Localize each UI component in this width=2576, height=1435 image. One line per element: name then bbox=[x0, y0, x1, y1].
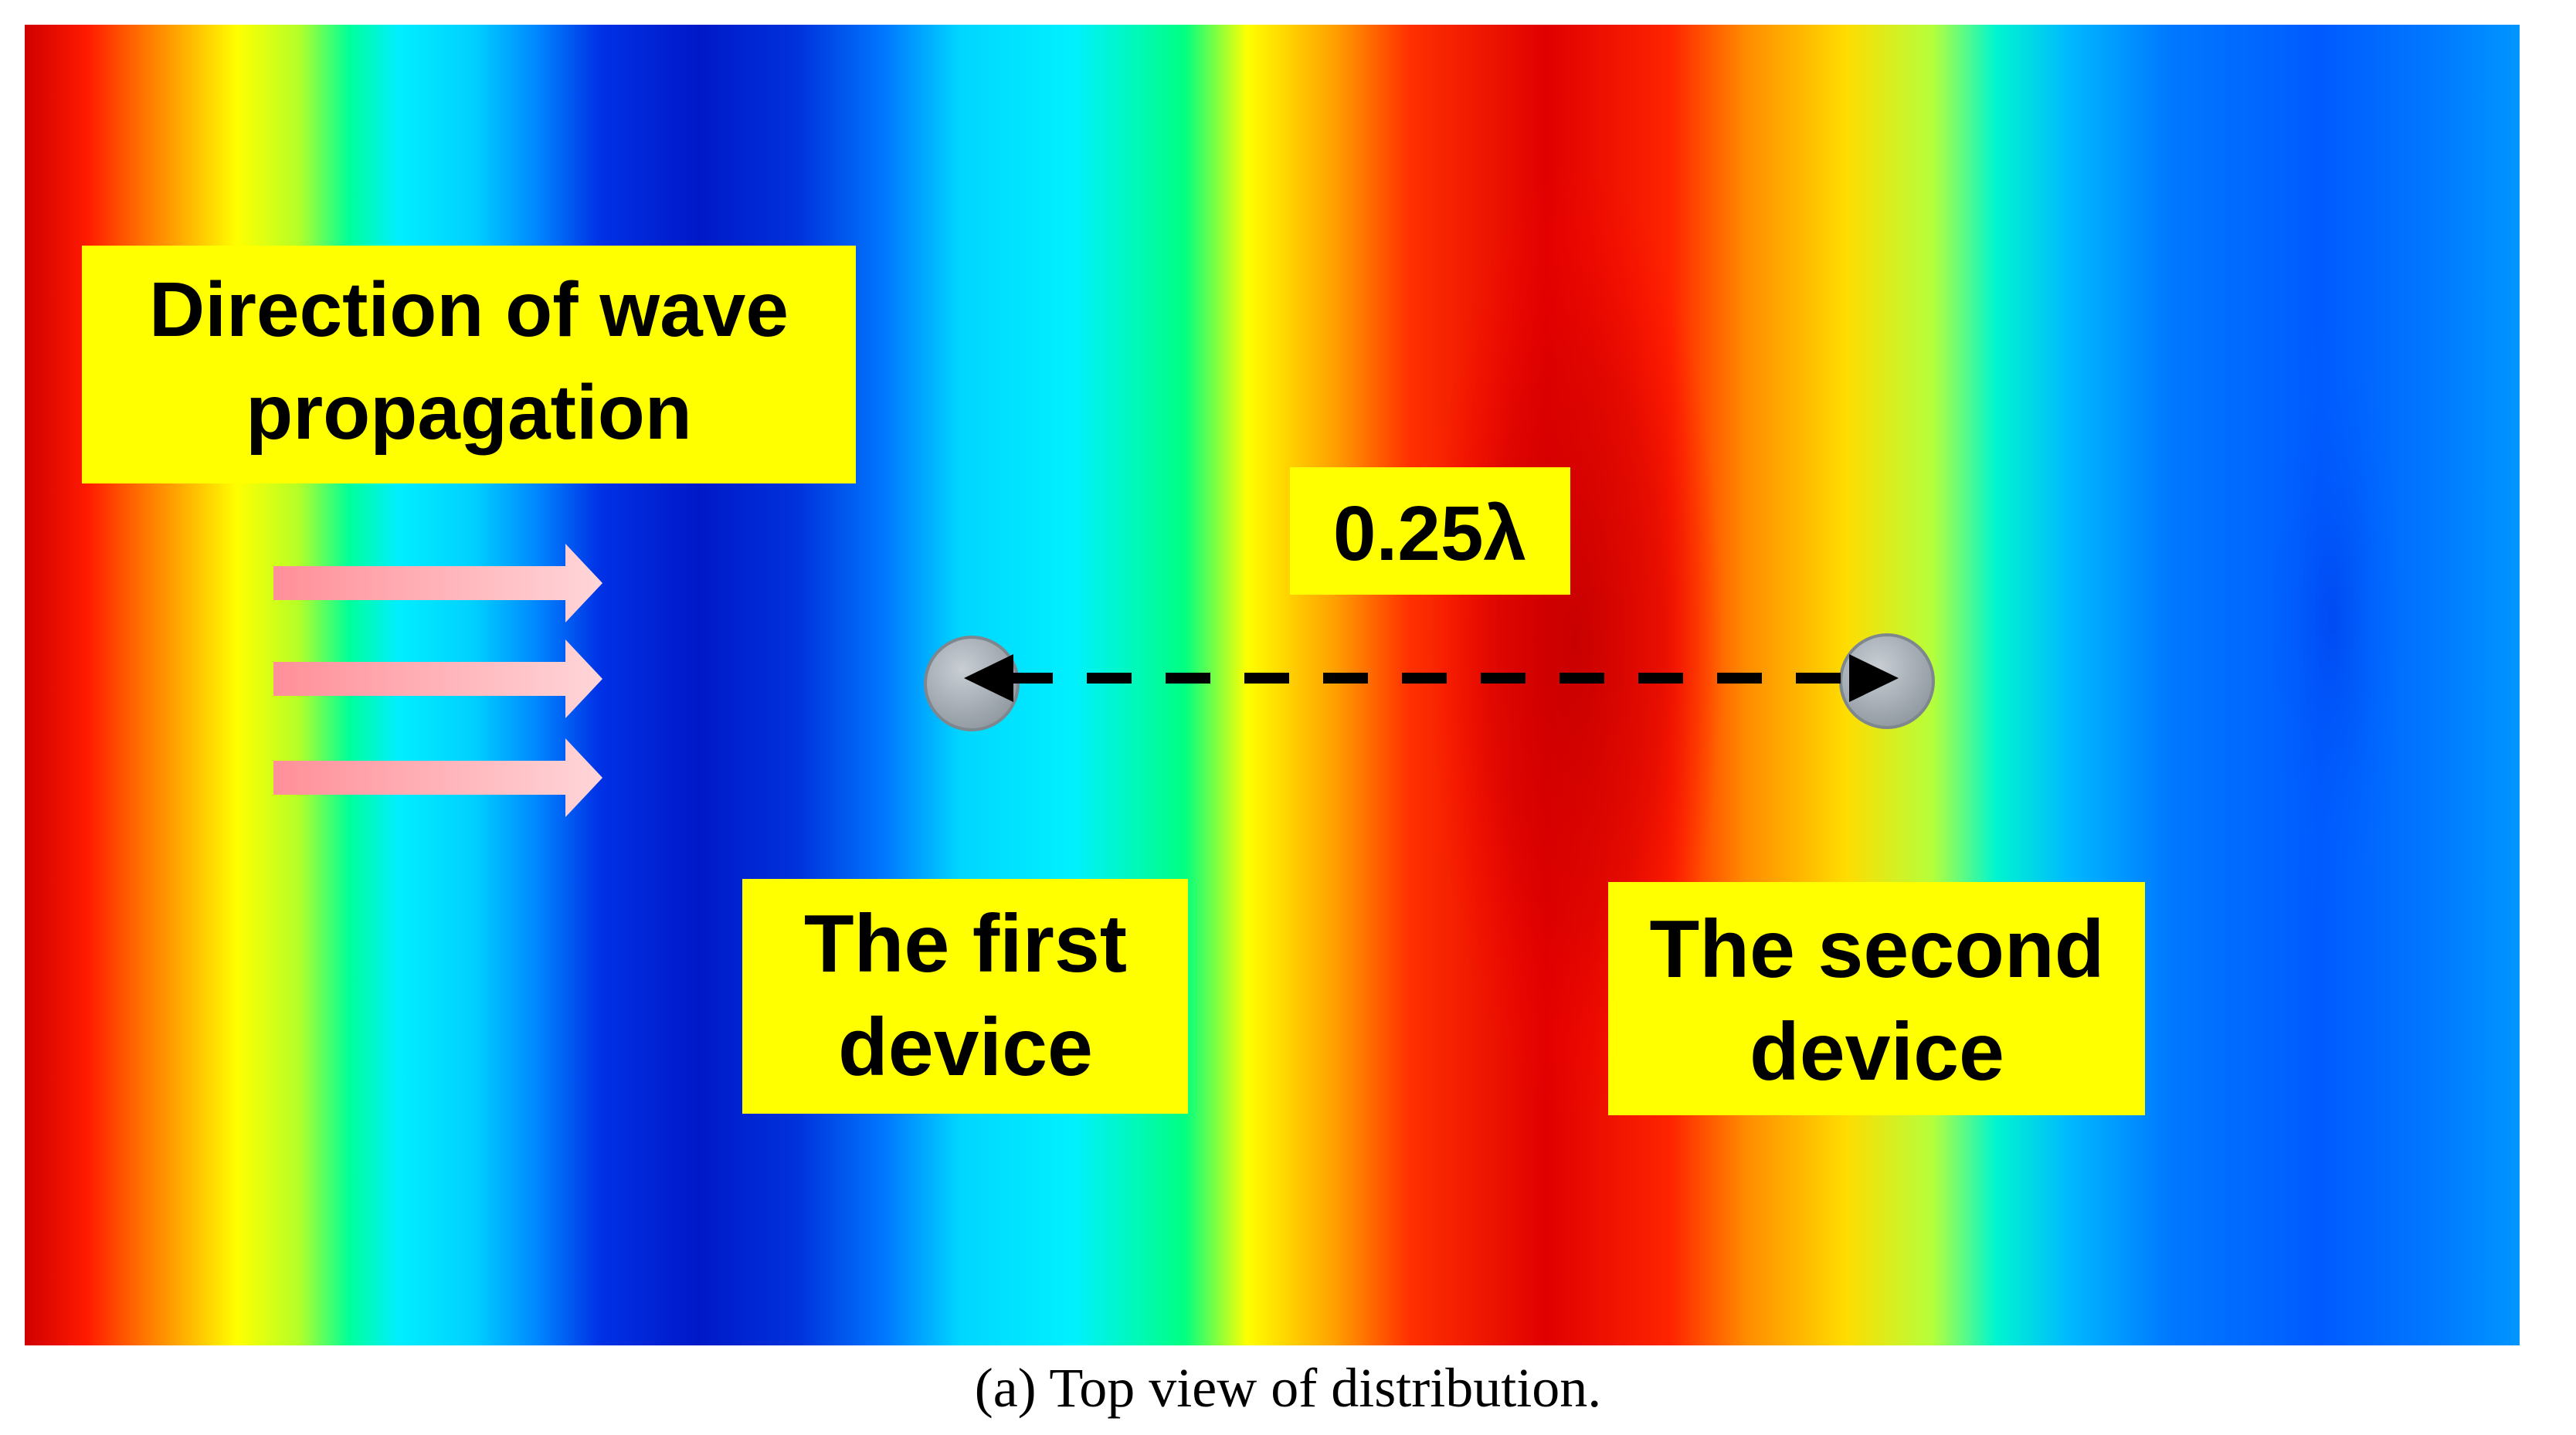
first-device-label-line1: The first bbox=[804, 898, 1127, 989]
first-device-label-box bbox=[742, 879, 1188, 1114]
direction-label-box bbox=[82, 246, 856, 483]
second-device-label-line2: device bbox=[1750, 1006, 2004, 1097]
wave-arrow-3 bbox=[273, 738, 602, 817]
figure-caption: (a) Top view of distribution. bbox=[974, 1357, 1602, 1419]
first-device-label-line2: device bbox=[838, 1002, 1093, 1093]
direction-label-line2: propagation bbox=[246, 369, 692, 456]
arrowhead-right bbox=[1849, 654, 1899, 702]
wave-arrow-2 bbox=[273, 639, 602, 718]
cold-spot bbox=[2263, 324, 2402, 911]
second-device-label-box bbox=[1608, 882, 2145, 1115]
distance-label-box bbox=[1290, 467, 1570, 595]
arrowhead-left bbox=[964, 654, 1013, 702]
hot-spot bbox=[1429, 162, 1722, 1120]
direction-label-line1: Direction of wave bbox=[149, 266, 789, 353]
distance-label: 0.25λ bbox=[1333, 490, 1526, 577]
second-device-label-line1: The second bbox=[1649, 904, 2104, 995]
wave-arrow-1 bbox=[273, 544, 602, 623]
